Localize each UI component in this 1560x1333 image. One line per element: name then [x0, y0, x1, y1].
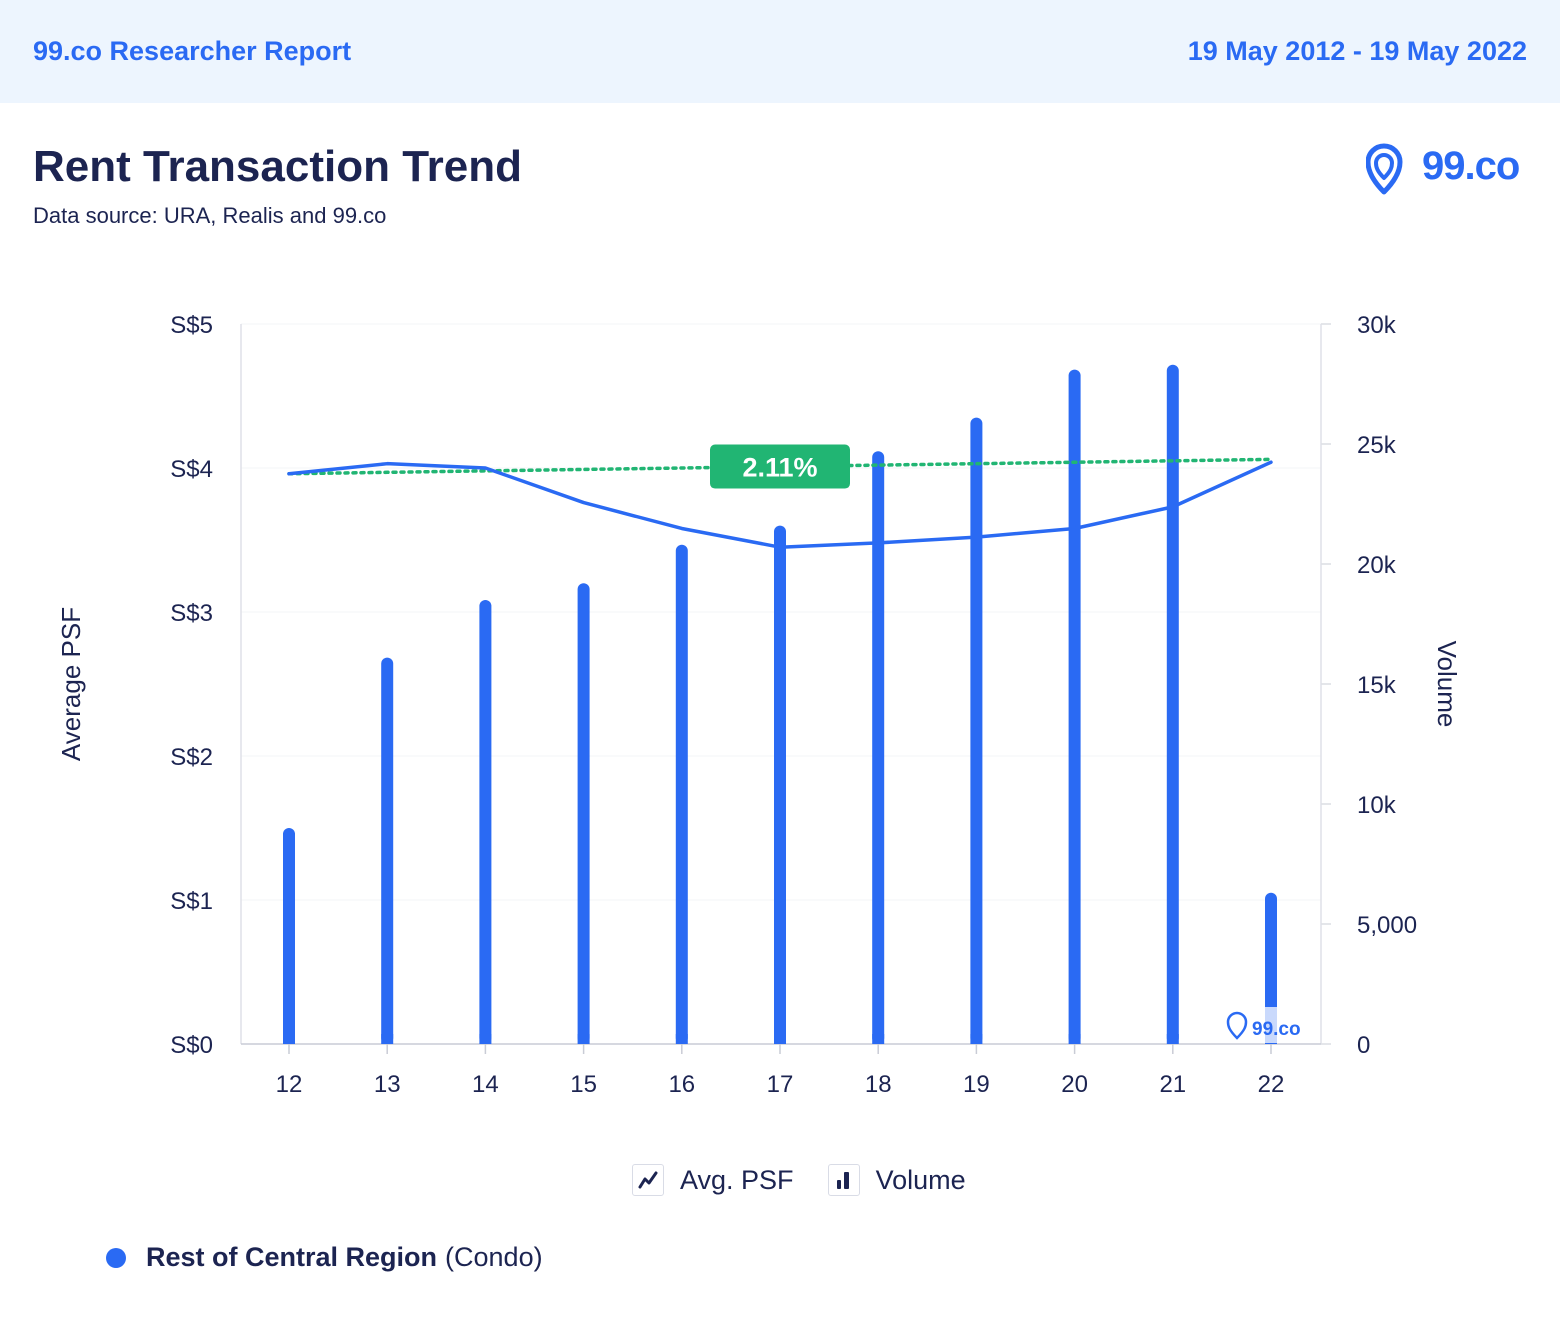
- volume-bar-base: [1166, 1034, 1179, 1044]
- y-right-tick-label: 0: [1357, 1032, 1370, 1059]
- legend-label-avg-psf: Avg. PSF: [680, 1164, 794, 1195]
- y-right-tick-label: 25k: [1357, 432, 1397, 459]
- volume-bar: [1265, 892, 1277, 1044]
- x-tick-label: 21: [1159, 1071, 1186, 1098]
- line-chart-icon: [632, 1164, 664, 1196]
- legend-item-volume[interactable]: Volume: [827, 1164, 966, 1196]
- brand-logo: 99.co: [1422, 144, 1520, 188]
- x-tick-label: 14: [472, 1071, 499, 1098]
- x-tick-label: 12: [276, 1071, 303, 1098]
- bar-chart-icon: [827, 1164, 860, 1196]
- y-right-tick-label: 5,000: [1357, 912, 1417, 939]
- watermark-pin-icon: [1226, 1011, 1248, 1040]
- y-left-tick-label: S$3: [170, 600, 213, 627]
- y-left-tick-label: S$1: [170, 888, 213, 915]
- page-title: Rent Transaction Trend: [33, 142, 522, 191]
- date-range: 19 May 2012 - 19 May 2022: [1187, 36, 1527, 66]
- volume-bar: [872, 451, 885, 1044]
- volume-bar: [675, 544, 688, 1044]
- volume-bar: [774, 525, 786, 1044]
- volume-bars: [283, 364, 1277, 1045]
- x-tick-label: 13: [374, 1071, 401, 1098]
- x-tick-label: 18: [865, 1071, 892, 1098]
- volume-bar: [1068, 369, 1081, 1045]
- volume-bar-base: [774, 1034, 786, 1044]
- y-left-tick-label: S$2: [170, 744, 213, 771]
- volume-bar: [283, 828, 295, 1044]
- data-source: Data source: URA, Realis and 99.co: [33, 203, 387, 228]
- volume-bar: [970, 417, 983, 1045]
- y-right-tick-label: 15k: [1357, 672, 1397, 699]
- volume-bar-base: [1068, 1034, 1081, 1044]
- volume-bar: [1166, 364, 1179, 1044]
- chart-legend: Avg. PSF Volume: [632, 1160, 1000, 1200]
- chart-watermark: 99.co: [1226, 1007, 1306, 1043]
- x-tick-label: 22: [1258, 1071, 1285, 1098]
- y-left-tick-label: S$5: [170, 312, 213, 339]
- x-tick-label: 16: [668, 1071, 695, 1098]
- x-tick-label: 17: [767, 1071, 794, 1098]
- volume-bar-base: [479, 1034, 492, 1044]
- y-right-tick-label: 10k: [1357, 792, 1397, 819]
- region-dot: [106, 1247, 126, 1268]
- y-right-tick-label: 30k: [1357, 312, 1397, 339]
- top-bar: 99.co Researcher Report 19 May 2012 - 19…: [0, 0, 1560, 103]
- y-right-axis-title: Volume: [1432, 641, 1462, 728]
- legend-item-avg-psf[interactable]: Avg. PSF: [632, 1164, 794, 1196]
- y-right-tick-label: 20k: [1357, 552, 1397, 579]
- trendline: 2.11%: [287, 444, 1273, 489]
- watermark-text: 99.co: [1252, 1019, 1301, 1040]
- volume-bar-base: [872, 1034, 885, 1044]
- x-tick-label: 19: [963, 1071, 990, 1098]
- region-legend: Rest of Central Region (Condo): [106, 1242, 543, 1273]
- region-name: Rest of Central Region: [146, 1242, 438, 1272]
- x-tick-label: 15: [570, 1071, 597, 1098]
- legend-label-volume: Volume: [875, 1164, 966, 1195]
- volume-bar-base: [381, 1034, 394, 1044]
- location-pin-icon: [1366, 143, 1403, 195]
- volume-bar: [577, 583, 590, 1044]
- report-brand: 99.co Researcher Report: [33, 36, 352, 66]
- y-left-tick-label: S$4: [170, 456, 213, 483]
- volume-bar-base: [675, 1034, 688, 1044]
- volume-bar-base: [970, 1034, 983, 1044]
- trend-badge: [710, 444, 850, 489]
- trend-badge-label: 2.11%: [742, 453, 817, 483]
- y-left-tick-label: S$0: [170, 1032, 213, 1059]
- volume-bar-base: [577, 1034, 590, 1044]
- avg-psf-line: [287, 460, 1273, 549]
- volume-bar: [479, 600, 492, 1044]
- volume-bar-base: [283, 1034, 295, 1044]
- region-type: (Condo): [445, 1242, 543, 1272]
- y-left-axis-title: Average PSF: [56, 607, 86, 761]
- volume-bar: [381, 657, 394, 1044]
- x-tick-label: 20: [1061, 1071, 1088, 1098]
- axis-labels: S$0 S$1 S$2 S$3 S$4 S$5 0 5,000 10k 15k 20k 25k 30k 1…: [56, 312, 1462, 1098]
